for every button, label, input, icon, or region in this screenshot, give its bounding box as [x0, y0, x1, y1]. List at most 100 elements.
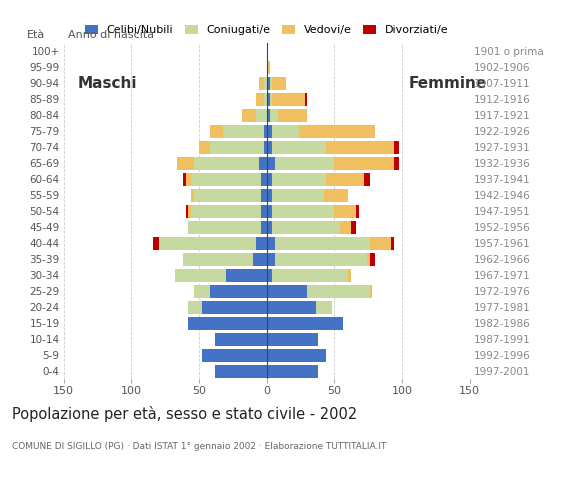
- Bar: [153, 237, 158, 250]
- Bar: [272, 189, 324, 202]
- Bar: [267, 189, 272, 202]
- Bar: [272, 77, 286, 90]
- Bar: [256, 93, 264, 106]
- Bar: [369, 237, 392, 250]
- Bar: [267, 173, 272, 186]
- Bar: [369, 285, 372, 298]
- Bar: [267, 60, 270, 74]
- Bar: [340, 221, 351, 234]
- Bar: [267, 365, 318, 378]
- Bar: [191, 189, 194, 202]
- Bar: [272, 173, 327, 186]
- Bar: [202, 348, 267, 362]
- Bar: [186, 173, 191, 186]
- Bar: [267, 221, 272, 234]
- Bar: [278, 108, 307, 122]
- Bar: [264, 125, 267, 138]
- Bar: [215, 333, 267, 346]
- Bar: [324, 189, 348, 202]
- Bar: [299, 125, 375, 138]
- Legend: Celibi/Nubili, Coniugati/e, Vedovi/e, Divorziati/e: Celibi/Nubili, Coniugati/e, Vedovi/e, Di…: [81, 22, 452, 39]
- Bar: [270, 93, 272, 106]
- Bar: [253, 252, 267, 266]
- Text: Maschi: Maschi: [77, 76, 137, 91]
- Bar: [264, 141, 267, 154]
- Bar: [267, 333, 318, 346]
- Bar: [199, 141, 210, 154]
- Bar: [226, 269, 267, 282]
- Bar: [316, 300, 332, 314]
- Bar: [272, 125, 299, 138]
- Bar: [191, 173, 262, 186]
- Bar: [394, 141, 400, 154]
- Bar: [267, 141, 272, 154]
- Bar: [351, 221, 356, 234]
- Bar: [369, 252, 375, 266]
- Bar: [262, 189, 267, 202]
- Text: COMUNE DI SIGILLO (PG) · Dati ISTAT 1° gennaio 2002 · Elaborazione TUTTITALIA.IT: COMUNE DI SIGILLO (PG) · Dati ISTAT 1° g…: [12, 442, 386, 451]
- Bar: [210, 285, 267, 298]
- Bar: [272, 141, 327, 154]
- Bar: [267, 77, 270, 90]
- Bar: [267, 93, 270, 106]
- Text: Femmine: Femmine: [409, 76, 487, 91]
- Bar: [307, 285, 369, 298]
- Bar: [202, 300, 267, 314]
- Bar: [264, 77, 267, 90]
- Bar: [267, 269, 272, 282]
- Bar: [242, 108, 256, 122]
- Bar: [304, 93, 307, 106]
- Bar: [275, 252, 367, 266]
- Text: Anno di nascita: Anno di nascita: [68, 30, 154, 40]
- Bar: [267, 156, 275, 170]
- Bar: [356, 204, 359, 218]
- Bar: [262, 221, 267, 234]
- Bar: [272, 269, 348, 282]
- Bar: [272, 204, 335, 218]
- Bar: [272, 221, 340, 234]
- Bar: [392, 237, 394, 250]
- Bar: [364, 173, 369, 186]
- Bar: [267, 300, 316, 314]
- Bar: [367, 252, 369, 266]
- Bar: [267, 125, 272, 138]
- Bar: [267, 348, 327, 362]
- Bar: [267, 204, 272, 218]
- Bar: [272, 93, 304, 106]
- Bar: [267, 252, 275, 266]
- Bar: [335, 156, 394, 170]
- Bar: [194, 156, 259, 170]
- Bar: [194, 189, 262, 202]
- Bar: [188, 221, 262, 234]
- Bar: [275, 237, 369, 250]
- Bar: [186, 204, 188, 218]
- Bar: [210, 125, 223, 138]
- Text: Popolazione per età, sesso e stato civile - 2002: Popolazione per età, sesso e stato civil…: [12, 406, 357, 421]
- Bar: [267, 108, 270, 122]
- Bar: [191, 204, 262, 218]
- Bar: [194, 285, 210, 298]
- Bar: [267, 317, 343, 330]
- Bar: [348, 269, 351, 282]
- Bar: [215, 365, 267, 378]
- Bar: [175, 269, 226, 282]
- Bar: [158, 237, 256, 250]
- Bar: [394, 156, 400, 170]
- Bar: [210, 141, 264, 154]
- Bar: [259, 156, 267, 170]
- Bar: [188, 300, 202, 314]
- Bar: [335, 204, 356, 218]
- Bar: [262, 204, 267, 218]
- Bar: [223, 125, 264, 138]
- Bar: [267, 237, 275, 250]
- Bar: [177, 156, 194, 170]
- Bar: [259, 77, 264, 90]
- Bar: [262, 173, 267, 186]
- Bar: [264, 93, 267, 106]
- Bar: [327, 173, 364, 186]
- Bar: [267, 285, 307, 298]
- Bar: [183, 252, 253, 266]
- Bar: [256, 108, 267, 122]
- Bar: [188, 204, 191, 218]
- Bar: [270, 77, 272, 90]
